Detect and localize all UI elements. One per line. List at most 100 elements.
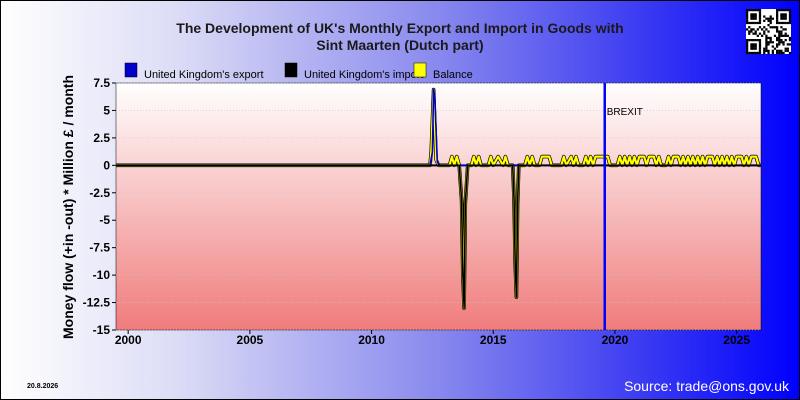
qr-module bbox=[769, 39, 772, 42]
qr-module bbox=[752, 47, 755, 50]
qr-module bbox=[765, 43, 768, 46]
qr-module bbox=[776, 21, 779, 25]
qr-module bbox=[776, 9, 779, 12]
series-line-balance bbox=[116, 88, 761, 310]
y-tick-label: -10 bbox=[93, 268, 111, 282]
qr-module bbox=[746, 11, 749, 14]
qr-module bbox=[746, 9, 749, 12]
qr-module bbox=[782, 34, 785, 37]
qr-module bbox=[784, 21, 787, 25]
qr-module bbox=[767, 36, 770, 40]
qr-module bbox=[771, 41, 774, 44]
qr-module bbox=[746, 21, 749, 25]
qr-module bbox=[784, 49, 787, 52]
qr-module bbox=[750, 17, 753, 20]
qr-module bbox=[780, 51, 783, 55]
qr-module bbox=[782, 41, 785, 44]
qr-module bbox=[767, 17, 770, 20]
x-tick-label: 2015 bbox=[480, 333, 507, 347]
qr-module bbox=[786, 47, 789, 50]
qr-module bbox=[765, 36, 768, 40]
qr-module bbox=[771, 51, 774, 55]
qr-module bbox=[767, 49, 770, 52]
chart-legend: United Kingdom's export United Kingdom's… bbox=[124, 62, 473, 81]
qr-module bbox=[752, 39, 755, 42]
qr-module bbox=[782, 51, 785, 55]
qr-module bbox=[776, 36, 779, 40]
qr-module bbox=[769, 19, 772, 22]
qr-module bbox=[782, 43, 785, 46]
qr-module bbox=[763, 19, 766, 22]
qr-module bbox=[782, 15, 785, 18]
qr-module bbox=[788, 51, 792, 55]
qr-module bbox=[750, 15, 753, 18]
qr-module bbox=[754, 51, 757, 55]
series-line-united-kingdom-s-import bbox=[116, 164, 761, 309]
x-tick-label: 2020 bbox=[602, 333, 629, 347]
qr-module bbox=[758, 32, 762, 35]
qr-module bbox=[784, 9, 787, 12]
qr-module bbox=[769, 17, 772, 20]
qr-module bbox=[763, 49, 766, 52]
qr-module bbox=[778, 32, 781, 35]
qr-module bbox=[786, 9, 789, 12]
y-axis-title: Money flow (+in -out) * Million £ / mont… bbox=[60, 75, 76, 339]
qr-module bbox=[754, 9, 757, 12]
qr-module bbox=[765, 49, 768, 52]
qr-module bbox=[758, 43, 762, 46]
qr-module bbox=[750, 28, 753, 31]
qr-module bbox=[788, 21, 792, 25]
qr-module bbox=[776, 49, 779, 52]
qr-module bbox=[782, 13, 785, 16]
qr-module bbox=[758, 39, 762, 42]
qr-module bbox=[746, 39, 749, 42]
qr-module bbox=[773, 26, 777, 29]
qr-module bbox=[780, 34, 783, 37]
qr-module bbox=[788, 39, 792, 42]
qr-module bbox=[776, 11, 779, 14]
source-credit: Source: trade@ons.gov.uk bbox=[624, 378, 790, 394]
y-tick-label: 7.5 bbox=[93, 76, 110, 90]
qr-module bbox=[756, 34, 759, 37]
qr-module bbox=[778, 49, 781, 52]
qr-module bbox=[778, 34, 781, 37]
qr-module bbox=[778, 9, 781, 12]
qr-module bbox=[750, 13, 753, 16]
qr-module bbox=[778, 41, 781, 44]
legend-swatch-import bbox=[284, 62, 298, 78]
chart-title-line-1: The Development of UK's Monthly Export a… bbox=[176, 20, 623, 36]
qr-module bbox=[788, 19, 792, 22]
qr-module bbox=[746, 17, 749, 20]
qr-module bbox=[765, 34, 768, 37]
qr-module bbox=[750, 21, 753, 25]
y-tick-label: 0 bbox=[103, 158, 110, 172]
qr-module bbox=[765, 45, 768, 48]
qr-module bbox=[780, 30, 783, 33]
qr-module bbox=[746, 13, 749, 16]
qr-module bbox=[752, 32, 755, 35]
qr-module bbox=[771, 45, 774, 48]
qr-module bbox=[767, 51, 770, 55]
qr-module bbox=[782, 21, 785, 25]
qr-module bbox=[780, 32, 783, 35]
qr-module bbox=[763, 32, 766, 35]
x-tick-label: 2025 bbox=[723, 333, 750, 347]
qr-module bbox=[776, 17, 779, 20]
qr-module bbox=[784, 13, 787, 16]
qr-module bbox=[754, 17, 757, 20]
qr-module bbox=[786, 21, 789, 25]
qr-module bbox=[788, 17, 792, 20]
qr-module bbox=[746, 19, 749, 22]
qr-module bbox=[780, 9, 783, 12]
qr-module bbox=[769, 15, 772, 18]
qr-module bbox=[754, 21, 757, 25]
qr-module bbox=[780, 15, 783, 18]
qr-module bbox=[776, 15, 779, 18]
qr-module bbox=[746, 15, 749, 18]
qr-module bbox=[750, 45, 753, 48]
qr-module bbox=[780, 26, 783, 29]
qr-module bbox=[754, 15, 757, 18]
qr-module bbox=[758, 11, 762, 14]
qr-module bbox=[788, 36, 792, 40]
plot-area bbox=[115, 82, 762, 331]
